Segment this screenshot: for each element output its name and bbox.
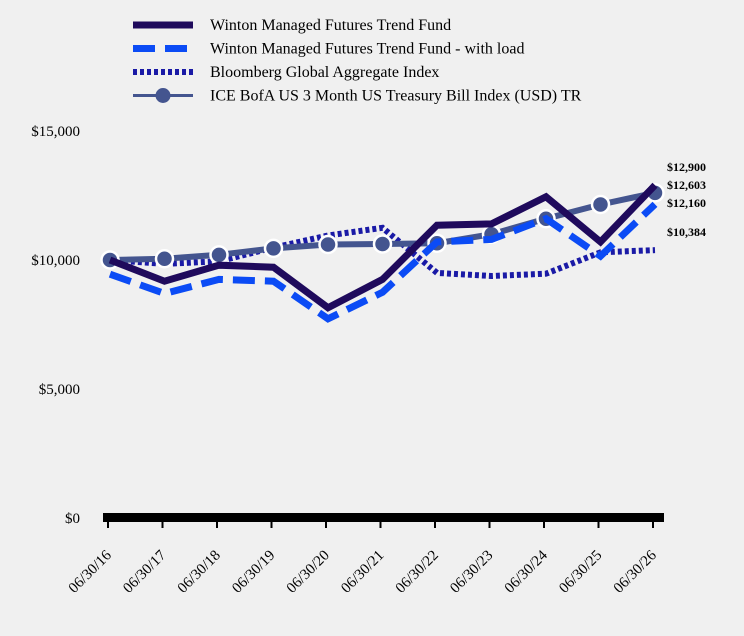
series-1 <box>108 201 658 323</box>
x-tick-label: 06/30/25 <box>556 548 605 597</box>
x-tick-label: 06/30/22 <box>393 548 442 597</box>
x-tick-label: 06/30/18 <box>175 548 224 597</box>
legend-item: Bloomberg Global Aggregate Index <box>133 64 439 81</box>
y-tick-label: $10,000 <box>31 253 80 269</box>
data-point <box>372 234 393 254</box>
legend-item: ICE BofA US 3 Month US Treasury Bill Ind… <box>133 88 582 105</box>
end-labels: $12,900 $12,603 $12,160 $10,384 <box>667 160 706 239</box>
x-axis-line <box>103 513 664 522</box>
legend-label: Winton Managed Futures Trend Fund <box>210 17 451 34</box>
x-tick-label: 06/30/20 <box>284 548 333 597</box>
end-value-label: $12,603 <box>667 178 706 192</box>
series-line <box>108 182 658 312</box>
legend-item: Winton Managed Futures Trend Fund - with… <box>133 41 524 58</box>
x-tick-label: 06/30/21 <box>338 548 387 597</box>
data-point <box>263 238 284 259</box>
end-value-label: $12,900 <box>667 160 706 174</box>
x-tick-label: 06/30/19 <box>229 548 278 597</box>
legend-item: Winton Managed Futures Trend Fund <box>133 17 451 34</box>
series-0 <box>108 182 658 312</box>
legend-label: Winton Managed Futures Trend Fund - with… <box>210 41 524 58</box>
series-group <box>100 182 665 323</box>
legend-marker <box>155 88 171 103</box>
y-tick-label: $0 <box>65 511 80 527</box>
data-point <box>590 194 611 215</box>
x-tick-label: 06/30/17 <box>120 547 169 596</box>
series-2 <box>109 224 656 280</box>
x-tick-label: 06/30/23 <box>447 548 496 597</box>
data-point <box>154 248 175 269</box>
end-value-label: $10,384 <box>667 225 706 239</box>
data-point <box>209 245 229 265</box>
legend-label: ICE BofA US 3 Month US Treasury Bill Ind… <box>210 88 582 105</box>
series-line <box>108 201 658 323</box>
x-tick-label: 06/30/16 <box>66 547 115 596</box>
end-value-label: $12,160 <box>667 196 706 210</box>
series-line <box>109 224 656 280</box>
y-tick-label: $15,000 <box>31 124 80 140</box>
legend: Winton Managed Futures Trend Fund Winton … <box>133 17 582 105</box>
legend-label: Bloomberg Global Aggregate Index <box>210 64 439 81</box>
x-axis: 06/30/16 06/30/17 06/30/18 06/30/19 06/30/20… <box>66 513 664 597</box>
y-tick-label: $5,000 <box>39 382 80 398</box>
data-point <box>318 234 338 255</box>
x-tick-label: 06/30/24 <box>502 547 551 596</box>
x-tick-label: 06/30/26 <box>611 547 660 596</box>
y-axis: $0 $5,000 $10,000 $15,000 <box>31 124 80 527</box>
